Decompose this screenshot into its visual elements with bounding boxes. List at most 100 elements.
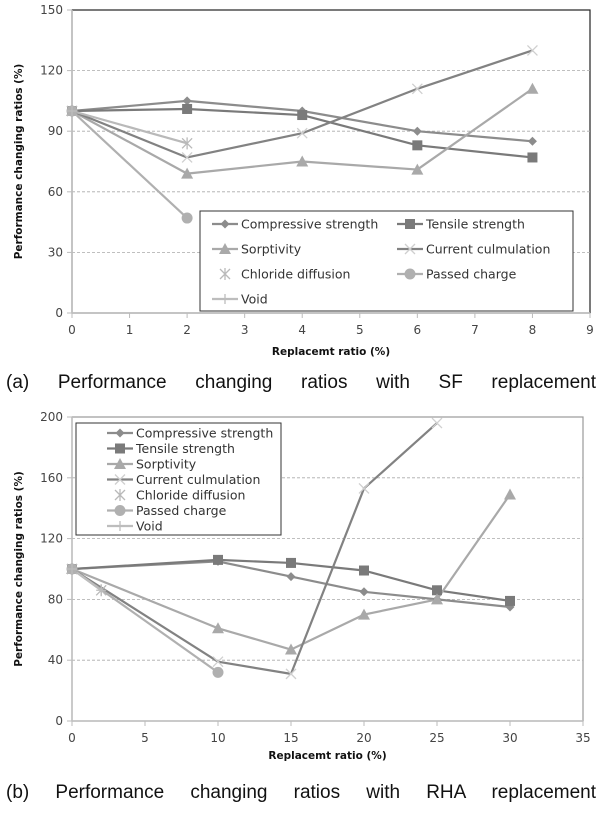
data-point	[297, 110, 308, 121]
x-tick-label: 0	[68, 323, 76, 337]
legend-item-compressive-strength: Compressive strength	[107, 426, 273, 441]
legend-item-void: Void	[212, 292, 268, 307]
x-tick-label: 3	[241, 323, 249, 337]
legend-marker-icon	[114, 489, 126, 501]
legend-label: Passed charge	[136, 503, 227, 518]
legend-item-sorptivity: Sorptivity	[107, 457, 197, 472]
legend-label: Void	[136, 519, 163, 534]
series-line	[71, 560, 511, 609]
legend-label: Chloride diffusion	[241, 267, 350, 282]
x-tick-label: 8	[529, 323, 537, 337]
y-tick-label: 120	[40, 64, 63, 78]
series-sorptivity	[71, 493, 511, 651]
x-tick-label: 7	[471, 323, 479, 337]
data-point	[504, 488, 516, 500]
legend-marker-icon	[220, 294, 230, 304]
data-point	[212, 656, 224, 668]
data-point	[411, 163, 424, 175]
data-point	[285, 668, 297, 680]
legend-box	[199, 210, 574, 312]
legend-label: Current culmulation	[426, 242, 550, 257]
data-point	[526, 44, 538, 56]
legend-item-chloride-diffusion: Chloride diffusion	[219, 267, 350, 282]
data-point	[431, 417, 443, 429]
x-tick-label: 5	[141, 731, 149, 745]
data-point	[296, 127, 308, 139]
data-point	[67, 564, 77, 574]
x-tick-label: 35	[575, 731, 590, 745]
y-tick-label: 80	[48, 592, 63, 606]
data-point	[286, 557, 296, 568]
legend-marker-icon	[405, 219, 415, 229]
legend-marker-icon	[219, 243, 231, 254]
series-tensile-strength	[71, 558, 511, 603]
caption-b: (b) Performance changing ratios with RHA…	[6, 782, 596, 803]
y-axis-label: Performance changing ratios (%)	[13, 471, 25, 667]
series-line	[71, 110, 188, 219]
legend-item-passed-charge: Passed charge	[107, 503, 227, 518]
series-compressive-strength	[71, 560, 511, 609]
legend-marker-icon	[114, 474, 126, 485]
markers-current-culmulation	[66, 417, 443, 680]
legend-label: Sorptivity	[136, 457, 197, 472]
data-point	[412, 140, 423, 151]
data-point	[67, 106, 77, 116]
data-point	[358, 482, 370, 494]
x-tick-label: 4	[298, 323, 306, 337]
legend-marker-icon	[114, 458, 126, 469]
data-point	[505, 595, 515, 606]
y-axis-label: Performance changing ratios (%)	[13, 64, 25, 260]
legend-item-chloride-diffusion: Chloride diffusion	[114, 488, 245, 503]
chart-rha-replacement: 0 40 80 120 160 200 0 5 10 15 20 25 30 35 Replacemt ra…	[13, 410, 591, 762]
legend-label: Chloride diffusion	[136, 488, 245, 503]
markers-void	[67, 564, 107, 596]
x-tick-label: 30	[502, 731, 517, 745]
data-point	[182, 96, 192, 106]
y-tick-label: 0	[55, 714, 63, 728]
data-point	[358, 608, 370, 620]
legend-label: Sorptivity	[241, 242, 302, 257]
y-tick-label: 120	[40, 532, 63, 546]
data-point	[212, 622, 224, 634]
x-axis-label: Replacemt ratio (%)	[268, 750, 386, 762]
y-tick-label: 150	[40, 3, 63, 17]
series-line	[71, 558, 511, 603]
legend-marker-icon	[115, 521, 125, 531]
data-point	[359, 565, 369, 576]
data-point	[181, 167, 194, 179]
x-tick-label: 5	[356, 323, 364, 337]
legend-item-current-culmulation: Current culmulation	[107, 472, 260, 487]
data-point	[181, 152, 193, 163]
legend-item-tensile-strength: Tensile strength	[397, 217, 525, 232]
data-point	[431, 593, 443, 605]
legend-label: Tensile strength	[135, 441, 235, 456]
legend-marker-icon	[115, 443, 125, 454]
series-passed-charge	[71, 110, 188, 219]
x-tick-label: 10	[210, 731, 225, 745]
legend-item-sorptivity: Sorptivity	[212, 242, 302, 257]
data-point	[285, 643, 297, 655]
markers-sorptivity	[66, 82, 539, 179]
legend-marker-icon	[115, 428, 125, 438]
series-line	[71, 493, 511, 651]
legend-marker-icon	[219, 268, 231, 280]
legend-label: Void	[241, 292, 268, 307]
data-point	[296, 155, 309, 167]
data-point	[286, 572, 296, 582]
data-point	[412, 126, 422, 136]
legend-marker-icon	[220, 219, 230, 229]
x-axis-label: Replacemt ratio (%)	[272, 346, 390, 358]
data-point	[213, 554, 223, 565]
data-point	[182, 103, 193, 114]
y-tick-label: 160	[40, 471, 63, 485]
series-line	[71, 109, 188, 145]
legend-label: Compressive strength	[241, 217, 378, 232]
data-point	[181, 212, 193, 224]
x-tick-label: 6	[414, 323, 422, 337]
legend-label: Compressive strength	[136, 426, 273, 441]
caption-a: (a) Performance changing ratios with SF …	[6, 372, 596, 393]
legend-marker-icon	[404, 268, 416, 280]
y-tick-label: 0	[55, 306, 63, 320]
data-point	[96, 585, 107, 596]
